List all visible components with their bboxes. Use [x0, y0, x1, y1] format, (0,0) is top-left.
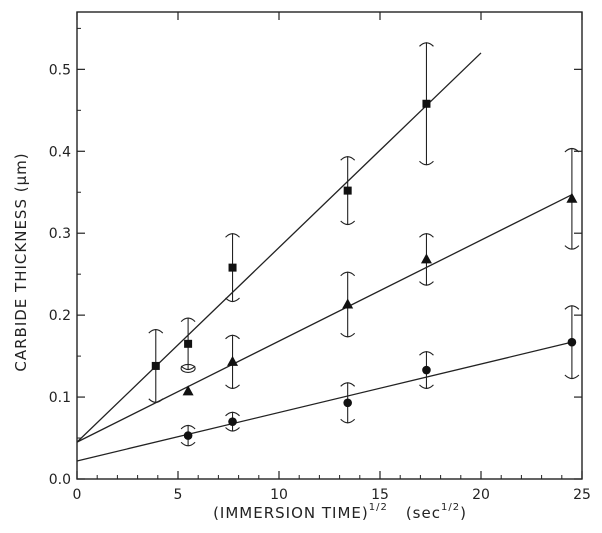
- fit-line-circle: [76, 341, 573, 462]
- point-square-0: [151, 361, 160, 370]
- point-triangle-4: [566, 192, 578, 203]
- point-circle-4: [567, 337, 577, 347]
- error-cap-top-triangle-1: [225, 334, 240, 340]
- x-axis-title-unit: (sec: [406, 504, 441, 522]
- x-axis-title: (IMMERSION TIME)1/2 (sec1/2): [213, 502, 467, 522]
- error-cap-bottom-square-3: [340, 220, 356, 226]
- error-cap-bottom-circle-0: [180, 441, 196, 447]
- open-ellipse-marker: [180, 363, 196, 373]
- point-triangle-1: [227, 355, 239, 366]
- x-axis-title-main: (IMMERSION TIME): [213, 504, 369, 522]
- error-cap-top-square-1: [180, 317, 196, 322]
- x-tick-label-3: 15: [371, 487, 389, 503]
- x-tick-label-5: 25: [573, 487, 591, 503]
- point-circle-2: [343, 398, 352, 408]
- error-cap-bottom-triangle-4: [564, 245, 580, 250]
- x-tick-label-2: 10: [270, 487, 288, 503]
- plot-frame: [76, 11, 583, 480]
- error-cap-top-triangle-2: [340, 271, 356, 277]
- error-cap-top-circle-0: [180, 424, 196, 430]
- x-tick-label-4: 20: [472, 487, 490, 503]
- error-cap-bottom-triangle-3: [419, 281, 434, 286]
- error-cap-top-triangle-3: [419, 233, 434, 238]
- x-axis-title-unit-sup: 1/2: [441, 502, 460, 513]
- error-cap-bottom-square-1: [180, 365, 196, 371]
- x-tick-label-0: 0: [73, 487, 82, 503]
- y-tick-label-4: 0.4: [49, 144, 71, 160]
- fit-line-triangle: [76, 194, 573, 443]
- point-triangle-3: [420, 253, 432, 264]
- point-square-2: [228, 263, 237, 272]
- error-cap-top-circle-3: [419, 351, 434, 356]
- x-axis-title-unit-close: ): [460, 504, 467, 522]
- point-circle-1: [228, 417, 237, 426]
- point-circle-3: [422, 365, 431, 375]
- fit-line-square: [76, 52, 482, 443]
- error-cap-bottom-circle-2: [340, 418, 356, 424]
- point-square-1: [184, 339, 193, 348]
- point-triangle-2: [342, 298, 354, 309]
- error-cap-top-circle-1: [225, 411, 240, 417]
- y-axis-title: CARBIDE THICKNESS (μm): [12, 152, 30, 371]
- error-cap-top-square-0: [148, 329, 164, 334]
- error-cap-bottom-triangle-2: [340, 332, 356, 338]
- error-cap-bottom-circle-1: [225, 427, 240, 432]
- y-tick-label-1: 0.1: [49, 390, 71, 406]
- error-cap-top-square-3: [340, 156, 356, 161]
- point-circle-0: [183, 431, 193, 440]
- plot-area: [76, 42, 580, 462]
- point-square-4: [422, 99, 431, 108]
- error-cap-bottom-circle-3: [419, 384, 434, 389]
- error-cap-bottom-circle-4: [564, 374, 580, 380]
- error-cap-top-circle-2: [340, 382, 356, 387]
- error-cap-bottom-triangle-1: [225, 384, 240, 389]
- y-tick-label-3: 0.3: [49, 226, 71, 242]
- axes: 0 5 10 15 20 25 0.0 0.1 0.2 0.3 0.4 0.5: [49, 11, 591, 503]
- error-cap-top-square-2: [225, 233, 240, 238]
- y-tick-label-5: 0.5: [49, 62, 71, 78]
- point-square-3: [343, 186, 352, 195]
- y-tick-label-0: 0.0: [49, 472, 71, 488]
- y-tick-label-2: 0.2: [49, 308, 71, 324]
- error-cap-bottom-square-2: [225, 297, 240, 303]
- point-triangle-0: [182, 385, 194, 396]
- error-cap-bottom-square-4: [419, 160, 434, 166]
- error-cap-top-square-4: [419, 42, 434, 47]
- x-tick-label-1: 5: [174, 487, 183, 503]
- error-cap-top-circle-4: [564, 305, 580, 310]
- x-axis-title-main-sup: 1/2: [369, 502, 388, 513]
